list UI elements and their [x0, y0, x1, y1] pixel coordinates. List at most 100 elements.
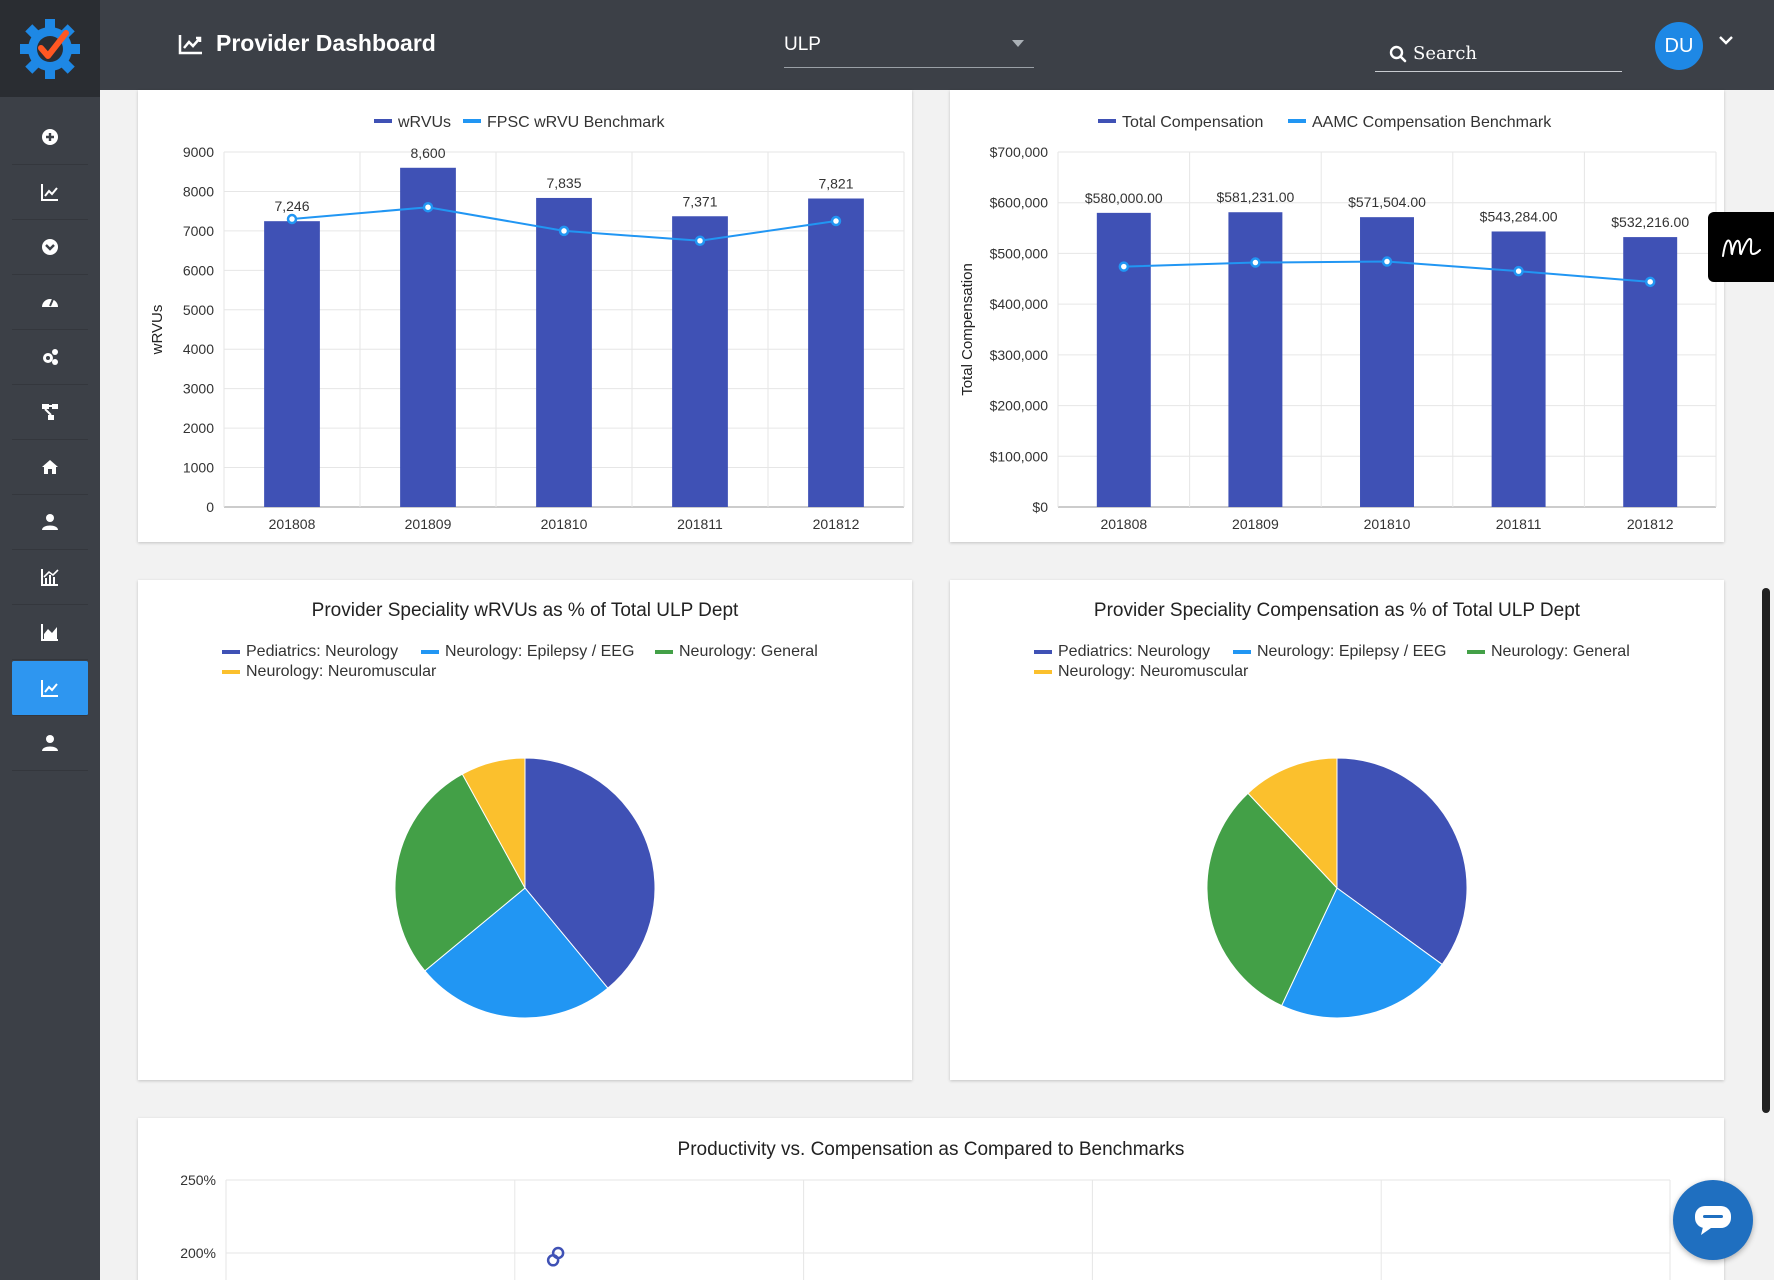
compensation-pie-card: Provider Speciality Compensation as % of… — [950, 580, 1724, 1080]
x-tick-label: 201810 — [1364, 516, 1411, 532]
y-axis-title: wRVUs — [149, 305, 166, 356]
page-scrollbar[interactable] — [1762, 588, 1770, 1113]
scatter-point[interactable] — [546, 1254, 560, 1267]
search-icon — [1389, 45, 1407, 62]
legend-swatch — [374, 119, 392, 123]
user-avatar[interactable]: DU — [1655, 22, 1703, 70]
line-chart-icon — [41, 680, 58, 697]
sidebar-item-8[interactable] — [12, 495, 88, 550]
y-tick-label: 250% — [180, 1172, 216, 1188]
bar-data-label: $571,504.00 — [1348, 194, 1426, 210]
bar[interactable] — [264, 221, 320, 508]
pie-slice[interactable] — [461, 757, 526, 889]
y-tick-label: $200,000 — [990, 398, 1049, 414]
y-tick-label: 2000 — [183, 420, 214, 436]
compensation-pie-chart: Provider Speciality Compensation as % of… — [1034, 600, 1630, 1019]
plus-circle-icon — [42, 129, 58, 145]
search-box[interactable] — [1375, 36, 1622, 72]
x-tick-label: 201812 — [813, 516, 860, 532]
productivity-scatter-card: Productivity vs. Compensation as Compare… — [138, 1118, 1724, 1280]
benchmark-point[interactable] — [422, 201, 434, 213]
pie-slice[interactable] — [1206, 792, 1338, 1007]
y-tick-label: 1000 — [183, 460, 214, 476]
benchmark-point[interactable] — [286, 213, 298, 225]
benchmark-point[interactable] — [694, 235, 706, 246]
sidebar-item-3[interactable] — [12, 220, 88, 275]
line-chart-icon — [178, 34, 202, 54]
bar[interactable] — [808, 198, 864, 507]
y-tick-label: $700,000 — [990, 144, 1049, 160]
sidebar-item-1[interactable] — [12, 110, 88, 165]
department-select[interactable]: ULP — [784, 30, 1034, 68]
bar[interactable] — [1491, 231, 1546, 507]
wrvu-pie-chart: Provider Speciality wRVUs as % of Total … — [222, 600, 818, 1019]
bar[interactable] — [400, 167, 456, 507]
y-tick-label: $600,000 — [990, 195, 1049, 211]
app-logo[interactable] — [0, 0, 100, 97]
sidebar-item-10[interactable] — [12, 605, 88, 660]
home-icon — [42, 460, 58, 474]
y-tick-label: $300,000 — [990, 347, 1049, 363]
pie-slice[interactable] — [394, 773, 526, 972]
legend-swatch — [1034, 650, 1052, 654]
benchmark-point[interactable] — [1250, 257, 1261, 268]
bar[interactable] — [1096, 212, 1151, 507]
y-tick-label: 5000 — [183, 302, 214, 318]
sidebar-item-12[interactable] — [12, 716, 88, 771]
y-tick-label: $400,000 — [990, 296, 1049, 312]
compensation-chart-card: $0 $100,000 $200,000 $300,000 $400,000 $500,0… — [950, 90, 1724, 542]
sidebar-item-2[interactable] — [12, 165, 88, 220]
pie-slice[interactable] — [1336, 757, 1468, 966]
legend-label: Neurology: Neuromuscular — [246, 663, 437, 680]
bar-data-label: 8,600 — [410, 145, 445, 161]
pie-slice[interactable] — [1247, 757, 1338, 890]
x-tick-label: 201809 — [1232, 516, 1279, 532]
pie-slice[interactable] — [424, 887, 609, 1019]
x-tick-label: 201810 — [541, 516, 588, 532]
benchmark-point[interactable] — [1381, 256, 1393, 267]
wrvu-bar-chart: 0 1000 2000 3000 4000 5000 6000 7000 8000 9000 7,2… — [149, 114, 905, 532]
search-input[interactable] — [1413, 43, 1603, 64]
legend-label: Neurology: Epilepsy / EEG — [1257, 643, 1446, 660]
sidebar-item-5[interactable] — [12, 330, 88, 385]
chevron-down-icon[interactable] — [1718, 34, 1734, 46]
legend-swatch — [1467, 650, 1485, 654]
legend-swatch — [1034, 670, 1052, 674]
bar-data-label: $580,000.00 — [1085, 190, 1163, 206]
legend-label: Neurology: General — [679, 643, 818, 660]
sidebar-item-6[interactable] — [12, 385, 88, 440]
sidebar — [0, 0, 100, 1280]
chevron-circle-icon — [42, 239, 58, 255]
bar[interactable] — [1228, 212, 1283, 507]
pie-slice[interactable] — [524, 757, 656, 989]
chat-button[interactable] — [1673, 1180, 1753, 1260]
sidebar-item-4[interactable] — [12, 275, 88, 330]
pie-title: Provider Speciality Compensation as % of… — [1094, 600, 1581, 621]
benchmark-point[interactable] — [830, 215, 842, 227]
compensation-bar-chart: $0 $100,000 $200,000 $300,000 $400,000 $500,0… — [959, 114, 1717, 532]
page-title: Provider Dashboard — [178, 30, 436, 57]
sidebar-item-11[interactable] — [12, 661, 88, 716]
bar[interactable] — [672, 216, 728, 507]
bar[interactable] — [536, 197, 592, 508]
scatter-title: Productivity vs. Compensation as Compare… — [678, 1139, 1185, 1160]
benchmark-point[interactable] — [1644, 276, 1656, 288]
user-icon — [42, 735, 58, 751]
sidebar-item-9[interactable] — [12, 550, 88, 605]
y-tick-label: 4000 — [183, 341, 214, 357]
legend-label: wRVUs — [397, 114, 451, 131]
legend-swatch — [655, 650, 673, 654]
y-tick-label: 3000 — [183, 381, 214, 397]
y-tick-label: 200% — [180, 1245, 216, 1261]
benchmark-point[interactable] — [558, 225, 570, 237]
y-tick-label: $100,000 — [990, 448, 1049, 464]
area-chart-icon — [41, 624, 58, 641]
ml-widget-button[interactable] — [1708, 212, 1774, 282]
legend-label: AAMC Compensation Benchmark — [1312, 114, 1552, 131]
sidebar-item-7[interactable] — [12, 440, 88, 495]
legend-swatch — [421, 650, 439, 654]
benchmark-point[interactable] — [1513, 265, 1524, 277]
bar-area-chart-icon — [41, 569, 59, 586]
legend-swatch — [463, 119, 481, 123]
benchmark-point[interactable] — [1118, 261, 1130, 272]
